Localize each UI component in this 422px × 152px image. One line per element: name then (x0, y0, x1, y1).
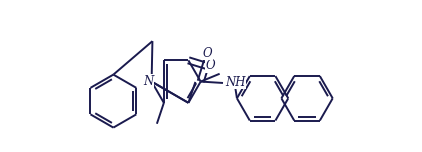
Text: N: N (143, 75, 153, 88)
Text: O: O (206, 59, 216, 72)
Text: O: O (203, 47, 212, 60)
Text: NH: NH (225, 76, 246, 89)
